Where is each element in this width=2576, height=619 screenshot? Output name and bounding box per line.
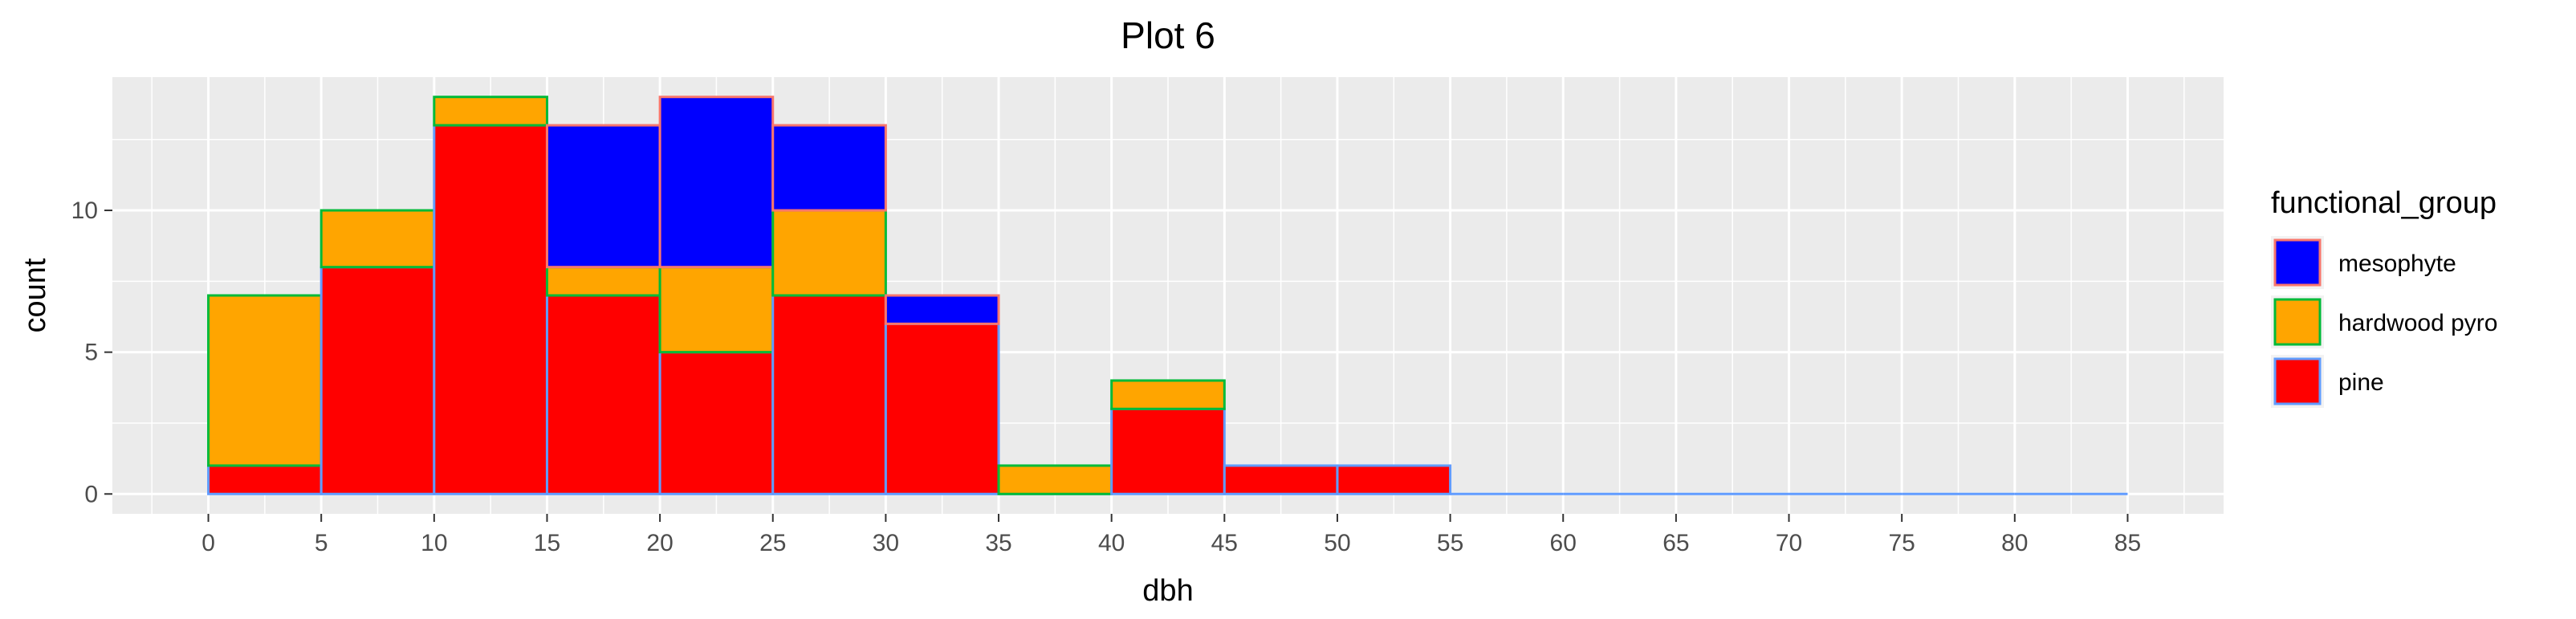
x-tick-label: 20 bbox=[646, 530, 673, 556]
legend-label-mesophyte: mesophyte bbox=[2338, 250, 2456, 277]
bar-hardwood-pyro bbox=[771, 209, 887, 297]
x-axis-title: dbh bbox=[1142, 574, 1193, 608]
x-tick-label: 40 bbox=[1098, 530, 1125, 556]
bar-pine bbox=[1110, 407, 1226, 495]
bar-hardwood-pyro bbox=[997, 464, 1113, 495]
legend-label-hardwood-pyro: hardwood pyro bbox=[2338, 310, 2497, 336]
legend-swatch-hardwood-pyro bbox=[2273, 298, 2322, 346]
x-tick-label: 85 bbox=[2114, 530, 2141, 556]
x-tick-label: 65 bbox=[1662, 530, 1689, 556]
x-tick-label: 45 bbox=[1211, 530, 1238, 556]
x-tick-label: 50 bbox=[1324, 530, 1350, 556]
bar-pine bbox=[1223, 464, 1339, 495]
legend-swatch-mesophyte bbox=[2273, 238, 2322, 287]
bar-hardwood-pyro bbox=[545, 266, 661, 297]
bar-hardwood-pyro bbox=[207, 294, 323, 467]
bar-hardwood-pyro bbox=[1110, 379, 1226, 410]
bar-pine bbox=[545, 294, 661, 495]
legend-title: functional_group bbox=[2271, 186, 2497, 220]
x-tick-label: 30 bbox=[873, 530, 899, 556]
x-tick-label: 70 bbox=[1776, 530, 1802, 556]
y-axis-title: count bbox=[18, 258, 52, 332]
bar-pine bbox=[1336, 464, 1452, 495]
bar-hardwood-pyro bbox=[658, 266, 775, 354]
bar-pine bbox=[884, 322, 1000, 495]
x-tick-label: 15 bbox=[534, 530, 560, 556]
chart-title: Plot 6 bbox=[1121, 14, 1215, 56]
bar-mesophyte bbox=[884, 294, 1000, 325]
bar-pine bbox=[433, 124, 548, 495]
legend-swatch-pine bbox=[2273, 357, 2322, 405]
x-tick-label: 75 bbox=[1888, 530, 1915, 556]
x-tick-label: 35 bbox=[985, 530, 1011, 556]
x-tick-label: 55 bbox=[1437, 530, 1463, 556]
bar-mesophyte bbox=[545, 124, 661, 269]
bar-pine bbox=[319, 266, 436, 495]
x-tick-label: 5 bbox=[315, 530, 328, 556]
y-tick-label: 0 bbox=[84, 481, 98, 507]
x-tick-label: 80 bbox=[2001, 530, 2028, 556]
x-tick-label: 0 bbox=[201, 530, 215, 556]
bar-hardwood-pyro bbox=[319, 209, 436, 269]
bar-mesophyte bbox=[658, 96, 775, 269]
bar-pine bbox=[771, 294, 887, 495]
bar-hardwood-pyro bbox=[433, 96, 548, 127]
y-tick-label: 5 bbox=[84, 340, 98, 366]
x-tick-label: 10 bbox=[421, 530, 447, 556]
x-tick-label: 25 bbox=[759, 530, 786, 556]
bar-mesophyte bbox=[771, 124, 887, 212]
bar-pine bbox=[207, 464, 323, 495]
legend-label-pine: pine bbox=[2338, 369, 2384, 396]
x-tick-label: 60 bbox=[1550, 530, 1577, 556]
bar-pine bbox=[658, 351, 775, 495]
y-tick-label: 10 bbox=[71, 198, 98, 224]
